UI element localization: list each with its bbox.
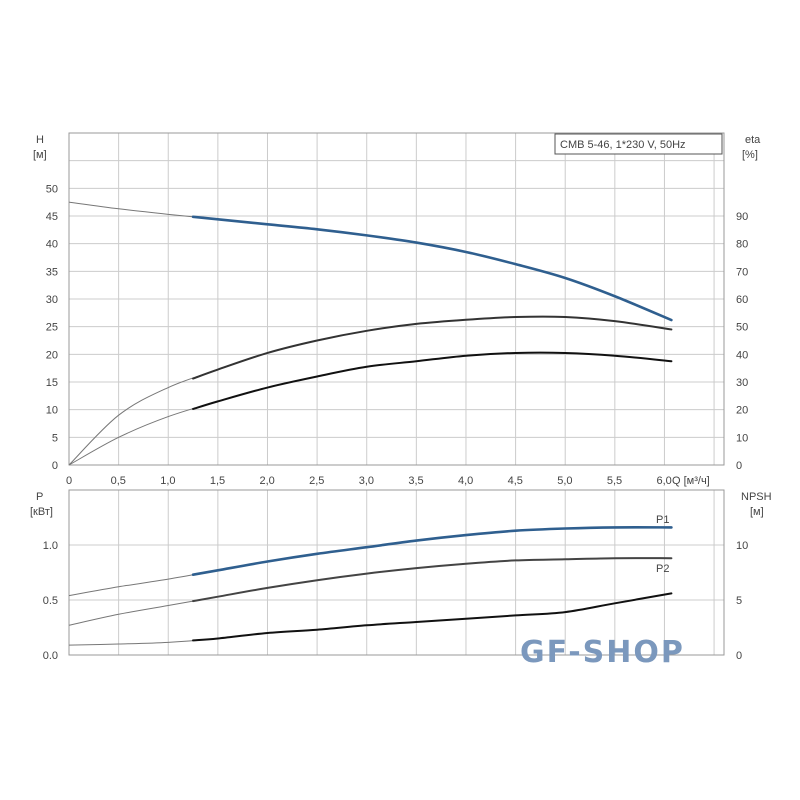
top-curve-1 <box>192 315 673 380</box>
curves <box>68 201 673 646</box>
y-axis-label-npsh: NPSH <box>741 491 772 503</box>
npsh-tick-label: 10 <box>736 540 748 552</box>
p-tick-label: 0.5 <box>43 595 58 607</box>
y-right-tick-label: 60 <box>736 294 748 306</box>
top-curve-1-thin <box>68 316 672 466</box>
npsh-tick-label: 0 <box>736 650 742 662</box>
top-curve-2-thin <box>68 352 672 466</box>
tick-labels: 0 0,5 1,0 1,5 2,0 2,5 3,0 3,5 4,0 4,5 5,0 5,5 6,0 0 5 1… <box>43 183 749 662</box>
x-axis-label: Q [м³/ч] <box>672 475 710 487</box>
p-tick-label: 0.0 <box>43 650 58 662</box>
y-axis-label-eta: eta <box>745 134 761 146</box>
x-tick-label: 2,0 <box>259 475 274 487</box>
x-tick-label: 1,5 <box>210 475 225 487</box>
y-axis-unit-npsh: [м] <box>750 506 764 518</box>
y-tick-label: 10 <box>46 405 58 417</box>
y-right-tick-label: 50 <box>736 322 748 334</box>
plot-frame <box>68 489 725 656</box>
y-right-tick-label: 0 <box>736 460 742 472</box>
legend-p2: P2 <box>656 563 669 575</box>
bottom-curve-2 <box>192 592 673 642</box>
top-curve-0 <box>191 215 673 322</box>
y-tick-label: 5 <box>52 432 58 444</box>
npsh-tick-label: 5 <box>736 595 742 607</box>
x-tick-label: 3,5 <box>408 475 423 487</box>
x-tick-label: 4,0 <box>458 475 473 487</box>
x-tick-label: 5,5 <box>607 475 622 487</box>
y-axis-label-p: P <box>36 491 43 503</box>
top-curve-2 <box>192 351 673 410</box>
y-right-tick-label: 90 <box>736 211 748 223</box>
y-right-tick-label: 70 <box>736 266 748 278</box>
p-tick-label: 1.0 <box>43 540 58 552</box>
y-tick-label: 45 <box>46 211 58 223</box>
bottom-curve-1-thin <box>68 557 672 626</box>
y-right-tick-label: 20 <box>736 405 748 417</box>
bottom-curve-1 <box>192 557 673 603</box>
y-axis-label-h: H <box>36 134 44 146</box>
y-axis-unit-h: [м] <box>33 149 47 161</box>
y-right-tick-label: 80 <box>736 239 748 251</box>
chart-title: CMB 5-46, 1*230 V, 50Hz <box>560 139 686 151</box>
y-right-tick-label: 30 <box>736 377 748 389</box>
y-axis-unit-eta: [%] <box>742 149 758 161</box>
bottom-curve-0-thin <box>68 526 672 597</box>
x-tick-label: 2,5 <box>309 475 324 487</box>
grid <box>68 132 725 656</box>
y-right-tick-label: 40 <box>736 349 748 361</box>
watermark: GF-SHOP <box>520 635 685 670</box>
plot-frame <box>68 132 725 466</box>
top-curve-0-thin <box>68 201 672 321</box>
x-tick-label: 6,0 <box>656 475 671 487</box>
x-tick-label: 3,0 <box>359 475 374 487</box>
y-tick-label: 35 <box>46 266 58 278</box>
y-tick-label: 15 <box>46 377 58 389</box>
x-tick-label: 4,5 <box>508 475 523 487</box>
y-right-tick-label: 10 <box>736 432 748 444</box>
x-tick-label: 0 <box>66 475 72 487</box>
x-tick-label: 1,0 <box>160 475 175 487</box>
legend-p1: P1 <box>656 514 669 526</box>
x-tick-label: 5,0 <box>557 475 572 487</box>
y-axis-unit-p: [кВт] <box>30 506 53 518</box>
x-tick-label: 0,5 <box>111 475 126 487</box>
bottom-curve-0 <box>191 526 673 576</box>
y-tick-label: 30 <box>46 294 58 306</box>
y-tick-label: 25 <box>46 322 58 334</box>
title-box <box>554 133 723 155</box>
y-tick-label: 20 <box>46 349 58 361</box>
y-tick-label: 50 <box>46 183 58 195</box>
y-tick-label: 40 <box>46 239 58 251</box>
y-tick-label: 0 <box>52 460 58 472</box>
